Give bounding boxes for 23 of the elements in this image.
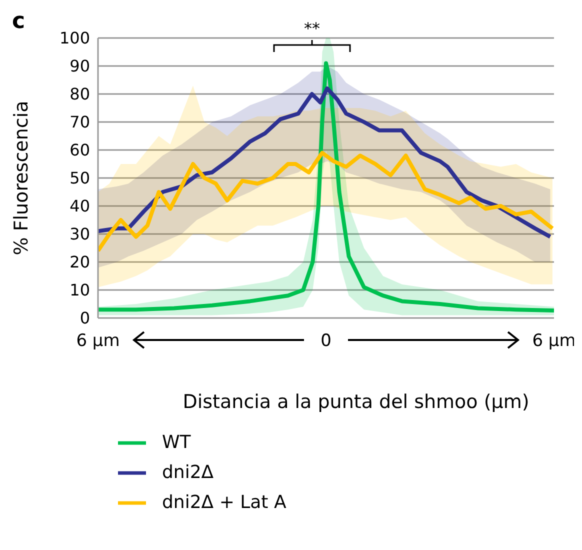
x-axis-title: Distancia a la punta del shmoo (µm) — [182, 391, 530, 413]
legend-label: WT — [162, 432, 191, 453]
y-axis-title: % Fluorescencia — [10, 100, 33, 256]
y-tick-label: 90 — [70, 56, 90, 76]
y-tick-label: 100 — [59, 28, 90, 48]
y-tick-label: 10 — [70, 280, 90, 300]
text: c — [12, 9, 26, 34]
line-series — [98, 150, 554, 253]
y-tick-label: 70 — [70, 112, 90, 132]
x-tick-label: 6 µm — [532, 331, 576, 352]
x-tick-label: 0 — [320, 331, 332, 352]
line-series — [98, 86, 552, 239]
y-tick-label: 30 — [70, 224, 90, 244]
x-tick-label: 6 µm — [76, 331, 120, 352]
y-tick-label: 0 — [80, 308, 90, 328]
y-tick-label: 20 — [70, 252, 90, 272]
y-tick-label: 60 — [70, 140, 90, 160]
legend-label: dni2Δ + Lat A — [162, 492, 286, 513]
annotation: ** — [304, 19, 320, 38]
y-tick-label: 80 — [70, 84, 90, 104]
legend-label: dni2Δ — [162, 462, 214, 483]
y-tick-label: 50 — [70, 168, 90, 188]
y-tick-label: 40 — [70, 196, 90, 216]
